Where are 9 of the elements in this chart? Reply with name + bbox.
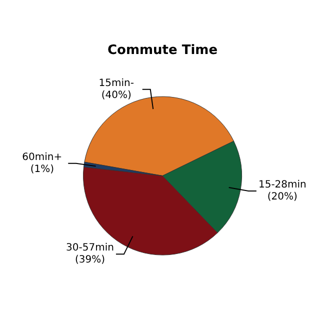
data-label: (39%)	[74, 254, 106, 266]
slice-label: 30-57min	[66, 242, 114, 254]
slice-label: 15min-	[98, 78, 134, 89]
slice-label: 60min+	[22, 152, 62, 163]
data-label: (40%)	[101, 90, 132, 101]
chart-title: Commute Time	[107, 43, 218, 58]
data-label: (1%)	[30, 164, 54, 175]
data-label: (20%)	[267, 192, 298, 203]
slice-label: 15-28min	[258, 180, 306, 191]
